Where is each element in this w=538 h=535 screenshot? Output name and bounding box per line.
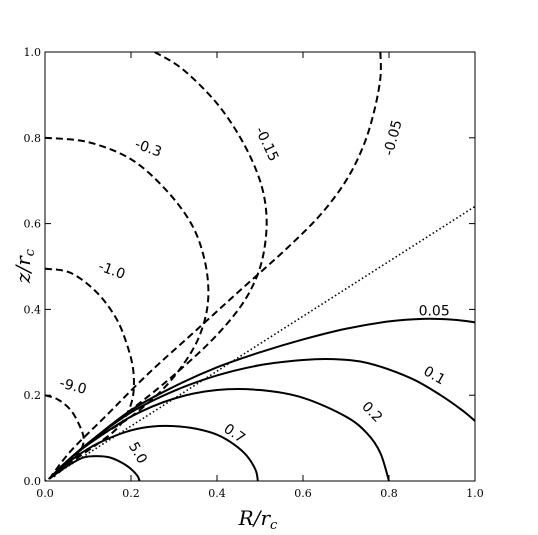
y-axis-title-main: z/r [11, 255, 35, 284]
x-axis-title-sub: c [270, 518, 278, 533]
axes: 0.0 0.2 0.4 0.6 0.8 1.0 0.0 0.2 0.4 0.6 0.8 1.0 [24, 46, 484, 500]
contour-line-neg0p05 [48, 52, 382, 480]
x-axis-title: R/rc [238, 506, 278, 533]
y-tick-label: 0.0 [24, 475, 42, 488]
y-axis-title-sub: c [23, 248, 38, 256]
contour-line-neg1p0 [45, 267, 135, 477]
contour-line-5p0 [48, 455, 141, 481]
y-tick-label: 0.4 [24, 303, 42, 316]
contour-line-dotted-boundary [45, 205, 475, 481]
contour-label: 0.05 [419, 304, 450, 320]
y-tick-label: 0.2 [24, 389, 42, 402]
contour-line-neg0p15 [48, 52, 268, 480]
x-tick-label: 1.0 [466, 487, 484, 500]
contour-label: -9.0 [58, 375, 89, 398]
y-tick-label: 1.0 [24, 46, 42, 59]
y-axis-title: z/rc [11, 248, 38, 284]
contour-curves [45, 52, 475, 481]
x-tick-label: 0.0 [36, 487, 54, 500]
x-tick-label: 0.8 [380, 487, 398, 500]
contour-labels: 5.00.70.20.10.05-9.0-1.0-0.3 -0.15 -0.05 [58, 118, 450, 467]
y-tick-label: 0.6 [24, 218, 42, 231]
plot-frame [44, 51, 476, 482]
x-tick-label: 0.2 [122, 487, 140, 500]
x-tick-label: 0.6 [294, 487, 312, 500]
x-tick-label: 0.4 [208, 487, 226, 500]
contour-line-0p7 [48, 424, 259, 481]
y-tick-label: 0.8 [24, 132, 42, 145]
contour-line-neg0p3 [45, 136, 210, 480]
x-axis-title-main: R/r [238, 506, 272, 530]
